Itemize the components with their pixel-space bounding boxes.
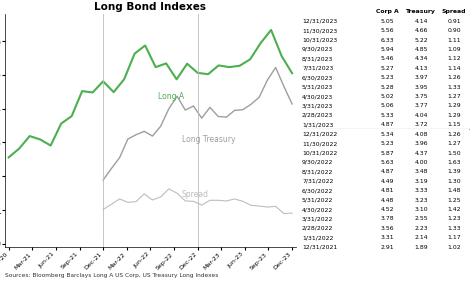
Title: Long Bond Indexes: Long Bond Indexes (94, 2, 206, 12)
Text: Sources: Bloomberg Barclays Long A US Corp, US Treasury Long Indexes: Sources: Bloomberg Barclays Long A US Co… (5, 273, 218, 278)
Text: Spread: Spread (182, 190, 209, 199)
Text: Long A: Long A (158, 92, 184, 101)
Text: Long Treasury: Long Treasury (182, 135, 236, 144)
